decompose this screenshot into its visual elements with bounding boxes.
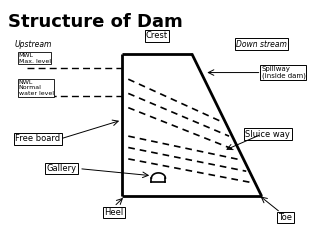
Text: Heel: Heel [104,208,124,217]
Text: MWL
Max. level: MWL Max. level [19,53,51,64]
Text: NWL
Normal
water level: NWL Normal water level [19,80,54,96]
Text: Down stream: Down stream [236,40,287,48]
Text: Gallery: Gallery [47,164,77,173]
Text: Spillway
(inside dam): Spillway (inside dam) [261,66,305,79]
Text: Toe: Toe [278,213,292,222]
Text: Crest: Crest [146,31,168,40]
Text: Upstream: Upstream [14,40,52,48]
Text: Free board: Free board [15,134,60,144]
Text: Sluice way: Sluice way [245,130,290,139]
Text: Structure of Dam: Structure of Dam [8,13,182,31]
